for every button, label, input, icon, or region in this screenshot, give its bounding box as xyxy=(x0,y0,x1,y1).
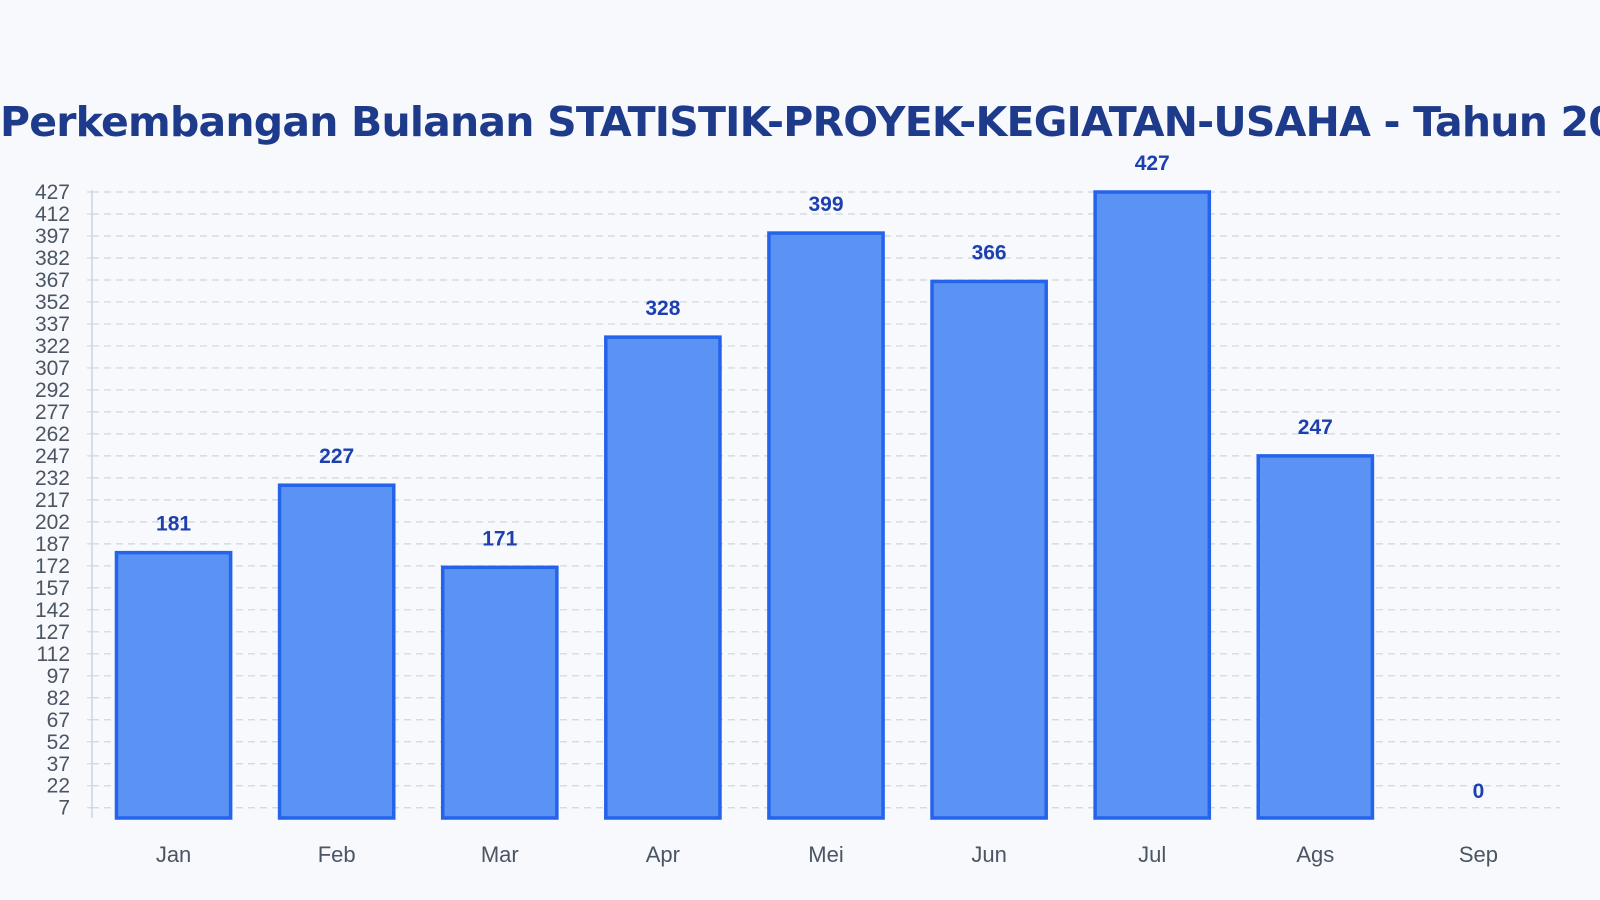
bar-mar xyxy=(440,565,559,820)
x-tick-label-feb: Feb xyxy=(318,842,356,867)
bar-jul xyxy=(1093,190,1212,820)
chart-title: Perkembangan Bulanan STATISTIK-PROYEK-KE… xyxy=(0,98,1600,146)
y-tick-label: 112 xyxy=(37,643,70,666)
y-tick-label: 22 xyxy=(47,775,70,798)
x-tick-label-jun: Jun xyxy=(971,842,1006,867)
y-tick-label: 397 xyxy=(35,225,70,248)
x-tick-label-sep: Sep xyxy=(1459,842,1498,867)
y-tick-label: 337 xyxy=(35,313,70,336)
value-label-ags: 247 xyxy=(1298,416,1333,439)
y-tick-label: 232 xyxy=(35,467,70,490)
y-tick-label: 307 xyxy=(35,357,70,380)
value-label-jul: 427 xyxy=(1135,152,1170,175)
x-tick-label-ags: Ags xyxy=(1296,842,1334,867)
y-tick-label: 202 xyxy=(35,511,70,534)
y-tick-label: 292 xyxy=(35,379,70,402)
bar-jun xyxy=(930,279,1048,820)
value-label-mar: 171 xyxy=(482,527,517,550)
value-label-mei: 399 xyxy=(808,193,843,216)
y-tick-label: 97 xyxy=(47,665,70,688)
y-tick-label: 277 xyxy=(35,401,70,424)
y-tick-label: 352 xyxy=(35,291,70,314)
x-tick-label-apr: Apr xyxy=(646,842,680,867)
y-tick-label: 412 xyxy=(35,203,70,226)
x-tick-label-jul: Jul xyxy=(1138,842,1166,867)
x-tick-label-jan: Jan xyxy=(156,842,191,867)
bar-mei xyxy=(767,231,885,820)
y-tick-label: 217 xyxy=(35,489,70,512)
y-tick-label: 67 xyxy=(47,709,70,732)
value-label-jan: 181 xyxy=(156,513,191,536)
value-label-feb: 227 xyxy=(319,445,354,468)
y-tick-label: 322 xyxy=(35,335,70,358)
y-tick-label: 142 xyxy=(35,599,70,622)
bar-apr xyxy=(604,335,722,820)
y-tick-label: 382 xyxy=(35,247,70,270)
bar-feb xyxy=(277,483,396,820)
y-tick-label: 7 xyxy=(58,797,70,820)
bar-ags xyxy=(1256,454,1375,820)
y-tick-label: 187 xyxy=(35,533,70,556)
value-label-apr: 328 xyxy=(645,297,680,320)
value-label-sep: 0 xyxy=(1473,780,1485,803)
y-tick-label: 37 xyxy=(47,753,70,776)
y-tick-label: 427 xyxy=(35,181,70,204)
y-tick-label: 262 xyxy=(35,423,70,446)
bar-jan xyxy=(114,550,233,820)
y-tick-label: 367 xyxy=(35,269,70,292)
value-label-jun: 366 xyxy=(972,241,1007,264)
y-tick-label: 247 xyxy=(35,445,70,468)
axes xyxy=(87,190,93,818)
y-tick-label: 52 xyxy=(47,731,70,754)
labels: 7223752678297112127142157172187202217232… xyxy=(35,152,1498,867)
y-tick-label: 127 xyxy=(35,621,70,644)
y-tick-label: 157 xyxy=(35,577,70,600)
bars xyxy=(114,190,1375,820)
y-tick-label: 82 xyxy=(47,687,70,710)
x-tick-label-mei: Mei xyxy=(808,842,843,867)
y-tick-label: 172 xyxy=(35,555,70,578)
x-tick-label-mar: Mar xyxy=(481,842,519,867)
